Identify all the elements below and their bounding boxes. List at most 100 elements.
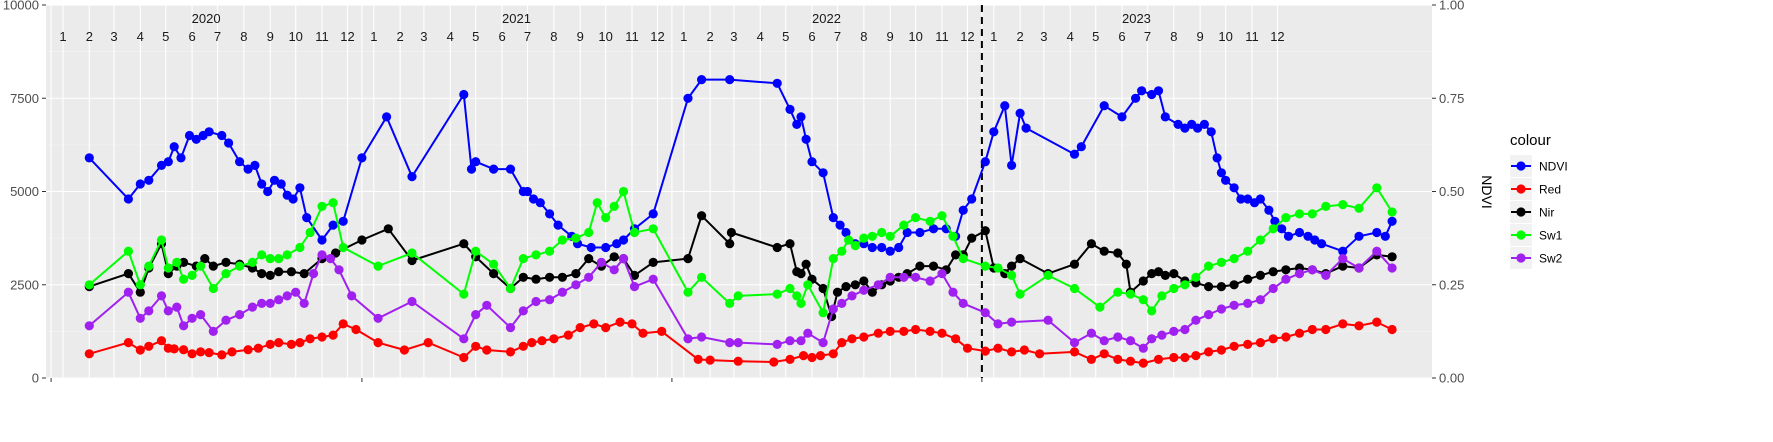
month-label: 11	[1245, 29, 1259, 44]
month-label: 3	[730, 29, 737, 44]
month-label: 5	[1092, 29, 1099, 44]
data-point-red	[601, 323, 611, 333]
data-point-red	[807, 352, 817, 363]
data-point-sw2	[265, 298, 275, 308]
data-point-ndvi	[328, 220, 338, 230]
month-label: 10	[1218, 29, 1232, 44]
gridlines	[46, 4, 1432, 379]
data-point-nir	[801, 259, 811, 269]
month-label: 5	[782, 29, 789, 44]
data-point-nir	[383, 224, 393, 234]
data-point-ndvi	[648, 209, 658, 219]
data-point-nir	[951, 250, 961, 260]
data-point-sw1	[867, 231, 877, 241]
data-point-sw1	[792, 291, 802, 301]
data-point-ndvi	[1303, 231, 1313, 241]
data-point-nir	[1338, 261, 1348, 271]
month-label: 12	[1270, 29, 1284, 44]
data-point-sw1	[295, 242, 305, 253]
data-point-ndvi	[885, 246, 895, 256]
data-point-ndvi	[235, 157, 245, 167]
legend-title: colour	[1510, 132, 1551, 149]
data-point-sw2	[828, 304, 838, 314]
month-label: 9	[887, 29, 894, 44]
data-point-sw2	[796, 336, 806, 346]
data-point-sw1	[317, 201, 327, 211]
month-label: 8	[860, 29, 867, 44]
data-point-sw2	[725, 338, 735, 348]
data-point-ndvi	[1243, 194, 1253, 204]
data-point-ndvi	[522, 186, 533, 197]
data-point-ndvi	[1212, 153, 1222, 163]
data-point-ndvi	[1221, 175, 1231, 185]
month-label: 1	[59, 29, 66, 44]
y2-axis-title: NDVI	[1479, 175, 1495, 208]
data-point-sw2	[299, 298, 309, 308]
data-point-red	[227, 347, 237, 357]
data-point-red	[951, 334, 961, 344]
data-point-nir	[609, 252, 619, 262]
data-point-ndvi	[586, 242, 596, 253]
data-point-sw2	[334, 265, 344, 275]
data-point-ndvi	[1283, 231, 1294, 241]
data-point-red	[1153, 354, 1164, 364]
series-sw1	[84, 183, 1397, 318]
data-point-red	[837, 338, 847, 348]
data-point-red	[1354, 321, 1364, 331]
data-point-sw1	[958, 254, 968, 264]
month-label: 12	[340, 29, 354, 44]
data-point-sw1	[609, 201, 619, 211]
data-point-ndvi	[1199, 119, 1209, 129]
data-point-sw2	[373, 313, 383, 323]
legend-key-dot	[1516, 253, 1526, 263]
data-point-sw2	[1294, 269, 1305, 279]
month-label: 8	[550, 29, 557, 44]
legend-item-ndvi: NDVI	[1510, 155, 1568, 177]
data-point-red	[1007, 347, 1017, 357]
data-point-red	[1069, 347, 1080, 357]
data-point-ndvi	[1021, 123, 1031, 133]
data-point-ndvi	[989, 127, 999, 137]
data-point-nir	[545, 272, 555, 282]
data-point-sw1	[1180, 280, 1190, 290]
data-point-sw1	[196, 261, 206, 271]
data-point-red	[84, 349, 94, 359]
data-point-nir	[299, 269, 309, 279]
data-point-nir	[1169, 269, 1179, 279]
data-point-sw1	[1191, 272, 1201, 282]
series-layer	[84, 75, 1397, 368]
data-point-nir	[697, 211, 707, 221]
month-label: 1	[990, 29, 997, 44]
month-label: 7	[524, 29, 531, 44]
data-point-sw2	[163, 306, 173, 316]
data-point-red	[1338, 319, 1348, 329]
data-point-sw1	[1307, 209, 1317, 219]
legend-item-sw1: Sw1	[1510, 224, 1563, 246]
data-point-red	[1387, 324, 1397, 335]
data-point-red	[828, 349, 838, 359]
data-point-ndvi	[250, 160, 260, 170]
series-ndvi	[84, 75, 1397, 256]
legend-key-dot	[1516, 184, 1526, 194]
data-point-sw2	[187, 313, 197, 323]
data-point-sw2	[697, 332, 707, 342]
data-point-nir	[785, 239, 795, 249]
data-point-sw2	[899, 272, 909, 282]
data-point-red	[798, 351, 809, 361]
data-point-red	[123, 338, 133, 348]
data-point-ndvi	[980, 157, 990, 167]
data-point-sw1	[1216, 257, 1226, 267]
data-point-red	[1204, 347, 1214, 357]
data-point-red	[1243, 339, 1253, 349]
data-point-sw1	[123, 246, 133, 256]
data-point-ndvi	[1229, 183, 1239, 193]
data-point-sw1	[84, 280, 94, 290]
data-point-ndvi	[459, 89, 469, 100]
data-point-sw1	[601, 213, 611, 223]
data-point-ndvi	[1338, 246, 1348, 256]
data-point-ndvi	[958, 205, 968, 215]
y2-tick-label: 0.25	[1439, 277, 1464, 292]
data-point-sw1	[265, 254, 275, 264]
series-red	[84, 317, 1397, 368]
data-point-sw2	[196, 310, 206, 320]
